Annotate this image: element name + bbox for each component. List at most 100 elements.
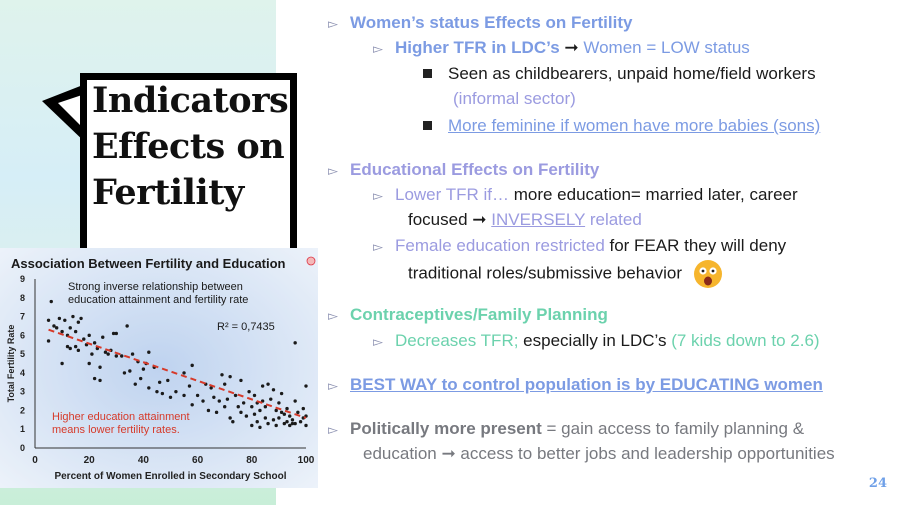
data-point (277, 416, 281, 420)
y-tick-label: 2 (20, 405, 25, 415)
data-point (263, 404, 268, 409)
data-point (269, 397, 273, 401)
bullet-womens-status: ▻ Women’s status Effects on Fertility (328, 10, 632, 36)
bullet-politically: ▻ Politically more present = gain access … (328, 416, 804, 442)
data-point (266, 421, 270, 426)
childbearers-text: Seen as childbearers, unpaid home/field … (448, 64, 816, 83)
data-point (168, 395, 173, 399)
data-point (76, 348, 81, 353)
data-point (274, 408, 278, 413)
data-point (209, 386, 213, 390)
annotation-top-line: education attainment and fertility rate (68, 294, 248, 306)
data-point (114, 331, 119, 336)
data-point (195, 393, 200, 398)
data-point (285, 420, 289, 424)
better-jobs-text: access to better jobs and leadership opp… (455, 444, 835, 463)
data-point (206, 408, 211, 413)
sub-bullet-arrow-icon: ▻ (373, 239, 383, 254)
data-point (187, 384, 192, 388)
data-point (182, 393, 186, 398)
data-point (92, 376, 97, 381)
especially-ldc-text: especially in LDC’s (523, 331, 672, 350)
data-point (98, 365, 102, 369)
bullet-arrow-icon: ▻ (328, 163, 338, 178)
data-point (220, 373, 224, 377)
x-tick-label: 80 (246, 455, 258, 466)
data-point (103, 350, 108, 354)
heading-contraceptives: Contraceptives/Family Planning (350, 305, 608, 324)
data-point (233, 393, 238, 398)
data-point (252, 412, 257, 416)
data-point (182, 371, 186, 375)
data-point (133, 382, 137, 386)
data-point (285, 406, 289, 411)
data-point (277, 401, 281, 405)
data-point (71, 314, 75, 319)
data-point (255, 420, 259, 424)
higher-tfr-text: Higher TFR in LDC’s (395, 38, 565, 57)
data-point (282, 421, 287, 426)
x-tick-label: 40 (138, 455, 150, 466)
chart-axes (34, 279, 306, 449)
chart-canvas: Association Between Fertility and Educat… (0, 248, 318, 488)
data-point (228, 416, 232, 420)
data-point (250, 404, 254, 409)
data-point (228, 374, 232, 379)
y-tick-label: 9 (20, 274, 25, 284)
data-point (76, 320, 81, 324)
data-point (258, 425, 262, 430)
annotation-bottom-line: Higher education attainment (52, 411, 190, 423)
data-point (87, 333, 91, 338)
sub-female-education: ▻ Female education restricted for FEAR th… (373, 233, 786, 259)
data-point (236, 404, 240, 409)
data-point (155, 389, 159, 394)
data-point (239, 378, 243, 383)
title-line-2: Effects on (92, 126, 285, 167)
data-point (87, 361, 91, 366)
trend-line (48, 328, 307, 419)
sub-higher-tfr: ▻ Higher TFR in LDC’s ➞ Women = LOW statu… (373, 35, 750, 61)
data-point (46, 318, 51, 323)
data-point (190, 403, 194, 407)
data-point (98, 378, 102, 383)
data-point (90, 352, 94, 356)
data-point (60, 361, 64, 366)
data-point (260, 384, 265, 388)
data-point (106, 352, 110, 356)
best-way-link[interactable]: BEST WAY to control population is by EDU… (350, 375, 823, 394)
data-point (157, 380, 162, 384)
data-point (258, 408, 262, 413)
sub-bullet-arrow-icon: ▻ (373, 188, 383, 203)
bullet-arrow-icon: ▻ (328, 16, 338, 31)
right-arrow-icon: ➞ (441, 444, 456, 463)
data-point (301, 406, 305, 411)
r-squared-label: R² = 0,7435 (217, 321, 275, 333)
data-point (166, 378, 170, 383)
inversely-link[interactable]: INVERSELY (491, 210, 586, 229)
data-point (147, 386, 151, 390)
sub-lower-tfr: ▻ Lower TFR if… more education= married l… (373, 182, 798, 208)
data-point (57, 316, 62, 321)
data-point (293, 399, 297, 403)
lower-tfr-text: Lower TFR if… (395, 185, 514, 204)
data-point (225, 397, 230, 401)
data-point (271, 388, 276, 392)
data-point (288, 423, 292, 428)
x-axis-label: Percent of Women Enrolled in Secondary S… (54, 471, 286, 482)
traditional-roles-text: traditional roles/submissive behavior (408, 263, 683, 283)
bullet-contraceptives: ▻ Contraceptives/Family Planning (328, 302, 608, 328)
kids-down-text: (7 kids down to 2.6) (671, 331, 820, 350)
more-feminine-link[interactable]: More feminine if women have more babies … (448, 116, 821, 135)
data-point (250, 423, 254, 428)
chart-trendline (48, 328, 307, 419)
data-point (223, 382, 227, 386)
data-point (79, 316, 83, 321)
y-tick-label: 6 (20, 330, 25, 340)
sub-female-education-cont: traditional roles/submissive behavior (408, 259, 723, 289)
data-point (82, 337, 86, 341)
annotation-top-line: Strong inverse relationship between (68, 281, 243, 293)
data-point (241, 401, 246, 405)
data-point (92, 341, 97, 345)
annotation-bottom-line: means lower fertility rates. (52, 424, 180, 436)
bullet-arrow-icon: ▻ (328, 308, 338, 323)
